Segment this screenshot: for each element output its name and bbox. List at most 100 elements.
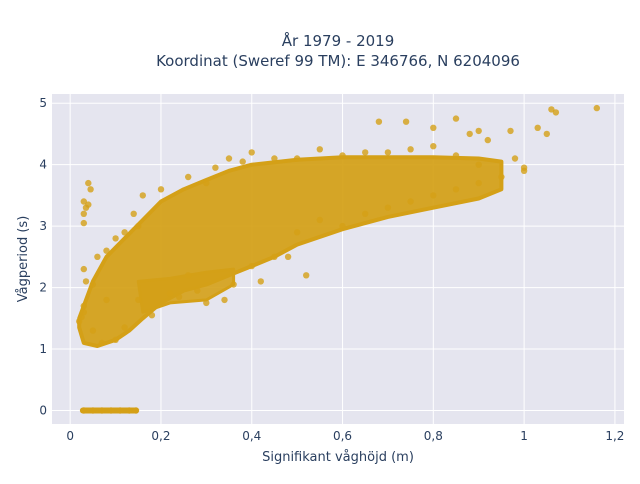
y-tick-label: 1 [39, 342, 47, 356]
x-tick-label: 0,8 [424, 429, 443, 443]
x-tick-label: 0,2 [151, 429, 170, 443]
data-point [293, 229, 301, 236]
data-point [362, 210, 369, 217]
data-point [452, 152, 460, 159]
y-tick-label: 3 [39, 219, 47, 233]
data-point [257, 278, 264, 285]
data-point [135, 296, 142, 304]
data-point [78, 313, 85, 321]
data-point [212, 164, 219, 171]
x-tick-label: 0,6 [333, 429, 352, 443]
data-point [98, 339, 106, 347]
data-point [87, 186, 94, 193]
data-point [130, 210, 137, 217]
data-point [107, 407, 115, 414]
data-point [185, 173, 192, 181]
data-point [185, 272, 192, 279]
chart-title-line-2: Koordinat (Sweref 99 TM): E 346766, N 62… [156, 52, 520, 70]
y-axis-ticks: 0 1 2 3 4 5 [39, 96, 47, 417]
data-point [475, 161, 482, 168]
data-point [80, 210, 88, 217]
data-point [135, 222, 142, 230]
x-axis-ticks: 0 0,2 0,4 0,6 0,8 1 1,2 [66, 429, 624, 443]
data-point [116, 407, 124, 414]
data-point [552, 109, 560, 116]
data-point [498, 173, 505, 181]
data-point [466, 130, 473, 138]
data-point [593, 104, 600, 112]
data-point [271, 155, 278, 162]
data-point [103, 247, 110, 254]
data-point [121, 324, 128, 331]
data-point [82, 278, 90, 285]
data-point [284, 253, 292, 260]
data-point [194, 287, 201, 294]
data-point [248, 262, 255, 270]
data-point [80, 219, 88, 227]
data-point [80, 302, 88, 310]
data-point [103, 296, 110, 304]
data-point [384, 204, 392, 211]
data-point [175, 293, 183, 300]
data-point [375, 118, 383, 125]
data-point [339, 152, 346, 159]
data-point [520, 164, 528, 171]
data-point [126, 407, 133, 414]
data-point [534, 124, 541, 131]
data-point [89, 281, 97, 288]
data-point [511, 155, 519, 162]
data-point [384, 149, 392, 156]
data-point [407, 198, 414, 205]
data-point [293, 155, 301, 162]
data-point [248, 149, 255, 156]
x-tick-label: 0 [66, 429, 74, 443]
data-point [452, 115, 460, 122]
data-point [484, 136, 491, 144]
data-points [76, 104, 600, 414]
data-point [89, 407, 97, 414]
data-point [548, 106, 555, 113]
dense-cloud [77, 155, 504, 348]
x-tick-label: 1 [520, 429, 528, 443]
data-point [221, 296, 228, 304]
y-axis-title: Vågperiod (s) [16, 216, 31, 303]
data-point [80, 198, 88, 205]
data-point [121, 229, 128, 236]
data-point [475, 179, 482, 187]
x-tick-label: 1,2 [605, 429, 624, 443]
data-point [430, 124, 437, 131]
data-point [166, 290, 174, 297]
data-point [475, 127, 482, 135]
data-point [80, 309, 88, 316]
x-axis-title: Signifikant våghöjd (m) [262, 450, 414, 465]
data-point [148, 312, 156, 319]
data-point [452, 186, 460, 193]
data-point [225, 155, 233, 162]
data-point [316, 216, 323, 224]
data-point [157, 186, 165, 193]
data-point [80, 265, 88, 273]
data-point [430, 143, 437, 150]
y-tick-label: 4 [39, 158, 47, 172]
data-point [339, 222, 346, 230]
chart-title-line-1: År 1979 - 2019 [282, 31, 395, 50]
data-point [132, 407, 140, 414]
data-point [407, 146, 414, 153]
data-point [303, 272, 310, 279]
data-point [543, 130, 550, 138]
data-point [85, 179, 92, 187]
y-tick-label: 2 [39, 281, 47, 295]
y-tick-label: 5 [39, 96, 47, 110]
data-point [89, 327, 97, 334]
data-point [402, 118, 410, 125]
data-point [203, 299, 210, 307]
data-point [112, 235, 119, 242]
y-tick-label: 0 [39, 403, 47, 417]
x-tick-label: 0,4 [242, 429, 261, 443]
data-point [271, 253, 278, 260]
data-point [98, 407, 106, 414]
data-point [316, 146, 323, 153]
data-point [230, 281, 237, 288]
